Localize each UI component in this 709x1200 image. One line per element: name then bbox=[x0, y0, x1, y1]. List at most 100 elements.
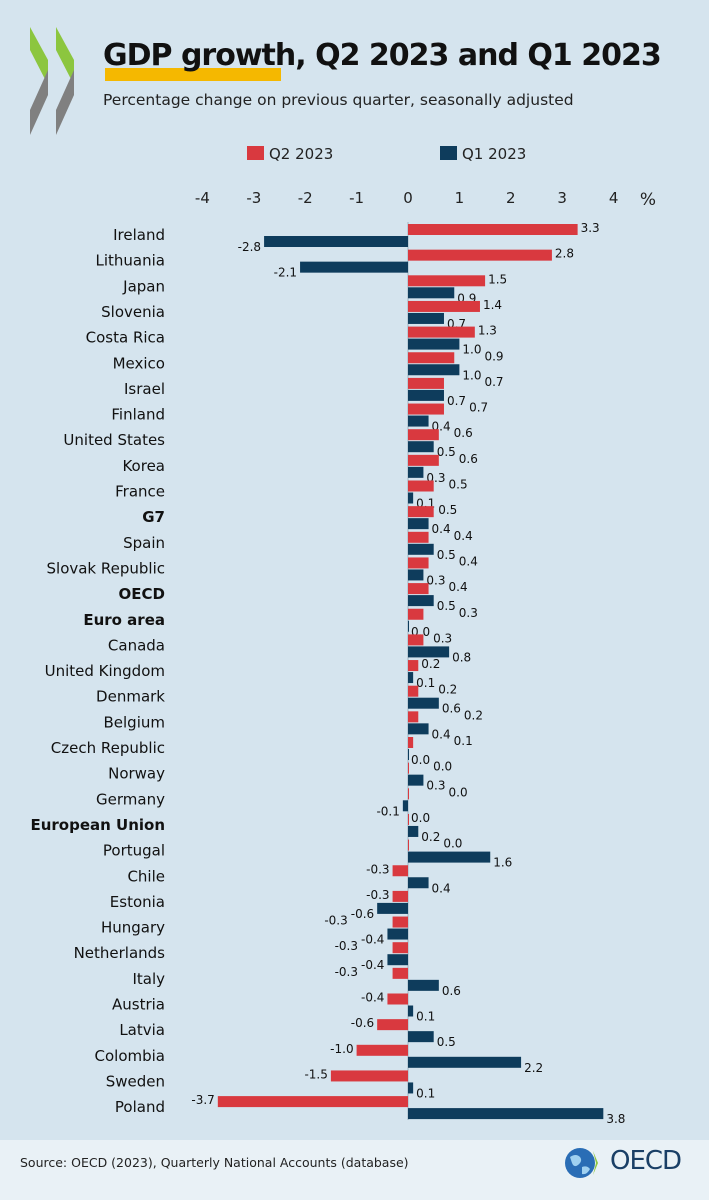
bar-q2 bbox=[392, 942, 408, 954]
chart-subtitle: Percentage change on previous quarter, s… bbox=[103, 91, 574, 109]
data-label: 0.4 bbox=[454, 529, 473, 543]
bar-q1 bbox=[408, 749, 409, 760]
bar-q1 bbox=[408, 389, 444, 401]
footer bbox=[0, 1140, 709, 1200]
data-label: 0.4 bbox=[432, 881, 451, 895]
data-label: 0.1 bbox=[416, 676, 435, 690]
data-label: 0.0 bbox=[443, 837, 462, 851]
data-label: 0.5 bbox=[438, 503, 457, 517]
data-label: 0.1 bbox=[416, 1086, 435, 1100]
bar-q2 bbox=[408, 762, 409, 774]
data-label: 1.0 bbox=[462, 343, 481, 357]
bar-q2 bbox=[408, 300, 480, 312]
bar-q2 bbox=[408, 352, 455, 364]
data-label: -0.4 bbox=[361, 958, 384, 972]
bar-q1 bbox=[408, 1005, 414, 1017]
data-label: 1.3 bbox=[478, 324, 497, 338]
x-tick-label: -1 bbox=[349, 189, 364, 207]
bar-q1 bbox=[408, 851, 491, 863]
data-label: -0.3 bbox=[335, 939, 358, 953]
bar-q2 bbox=[408, 275, 486, 287]
bar-q1 bbox=[300, 261, 408, 273]
data-label: 0.7 bbox=[484, 375, 503, 389]
bar-q1 bbox=[408, 569, 424, 581]
category-label: Estonia bbox=[110, 893, 165, 911]
bar-q2 bbox=[392, 967, 408, 979]
data-label: 0.5 bbox=[437, 599, 456, 613]
bar-q2 bbox=[217, 1096, 408, 1108]
data-label: 0.4 bbox=[459, 554, 478, 568]
category-label: Portugal bbox=[103, 842, 165, 860]
data-label: -0.1 bbox=[376, 804, 399, 818]
bar-q2 bbox=[408, 839, 409, 851]
bar-q1 bbox=[408, 723, 429, 735]
category-label: Ireland bbox=[113, 226, 165, 244]
bar-q2 bbox=[408, 660, 419, 672]
bar-q2 bbox=[408, 454, 439, 466]
bar-q1 bbox=[408, 646, 450, 658]
x-tick-label: -3 bbox=[246, 189, 261, 207]
bar-q2 bbox=[330, 1070, 408, 1082]
bar-q1 bbox=[402, 800, 408, 812]
bar-q1 bbox=[408, 1031, 434, 1043]
bar-q2 bbox=[408, 634, 424, 646]
bar-q2 bbox=[408, 557, 429, 569]
bar-q1 bbox=[408, 672, 414, 684]
data-label: 0.1 bbox=[454, 734, 473, 748]
bar-q2 bbox=[392, 865, 408, 877]
data-label: 1.0 bbox=[462, 368, 481, 382]
data-label: 0.7 bbox=[447, 394, 466, 408]
data-label: 3.8 bbox=[606, 1112, 625, 1126]
bar-q2 bbox=[408, 737, 414, 748]
data-label: 0.5 bbox=[437, 1035, 456, 1049]
category-label: Euro area bbox=[83, 611, 165, 629]
category-label: Hungary bbox=[101, 919, 165, 937]
data-label: 0.2 bbox=[421, 830, 440, 844]
bar-q2 bbox=[387, 993, 408, 1005]
bar-q2 bbox=[408, 711, 419, 723]
bar-q1 bbox=[264, 236, 408, 247]
data-label: -0.6 bbox=[351, 1016, 374, 1030]
data-label: 0.4 bbox=[432, 522, 451, 536]
category-label: Lithuania bbox=[96, 252, 165, 270]
category-label: Mexico bbox=[113, 354, 165, 372]
bar-q2 bbox=[392, 916, 408, 928]
data-label: 2.2 bbox=[524, 1061, 543, 1075]
bar-q1 bbox=[408, 415, 429, 427]
data-label: 0.3 bbox=[433, 631, 452, 645]
data-label: -0.3 bbox=[366, 862, 389, 876]
bar-q2 bbox=[408, 429, 439, 441]
globe-icon bbox=[565, 1148, 598, 1178]
bar-q1 bbox=[408, 825, 419, 837]
bar-q2 bbox=[408, 403, 444, 415]
data-label: 0.0 bbox=[433, 760, 452, 774]
category-label: Israel bbox=[124, 380, 165, 398]
bar-q1 bbox=[408, 364, 460, 376]
data-label: -2.8 bbox=[238, 240, 261, 254]
data-label: 0.8 bbox=[452, 650, 471, 664]
data-label: 0.2 bbox=[464, 708, 483, 722]
data-label: 0.5 bbox=[437, 548, 456, 562]
data-label: 0.7 bbox=[469, 401, 488, 415]
bar-q2 bbox=[408, 326, 475, 338]
data-label: 1.5 bbox=[488, 272, 507, 286]
bar-q1 bbox=[408, 466, 424, 478]
data-label: 0.4 bbox=[449, 580, 468, 594]
data-label: 0.2 bbox=[421, 657, 440, 671]
category-label: Costa Rica bbox=[86, 329, 165, 347]
bar-q2 bbox=[408, 531, 429, 543]
bar-q2 bbox=[392, 890, 408, 902]
x-axis-unit: % bbox=[640, 190, 656, 210]
legend-swatch bbox=[247, 146, 264, 160]
data-label: 0.0 bbox=[411, 753, 430, 767]
bar-q2 bbox=[408, 480, 434, 492]
category-label: Norway bbox=[108, 765, 165, 783]
data-label: -3.7 bbox=[191, 1093, 214, 1107]
category-label: Austria bbox=[112, 996, 165, 1014]
data-label: 1.4 bbox=[483, 298, 502, 312]
bar-q1 bbox=[408, 774, 424, 786]
category-label: Japan bbox=[122, 277, 165, 295]
bar-q2 bbox=[408, 813, 409, 825]
bar-q2 bbox=[408, 249, 552, 261]
data-label: -0.6 bbox=[351, 907, 374, 921]
